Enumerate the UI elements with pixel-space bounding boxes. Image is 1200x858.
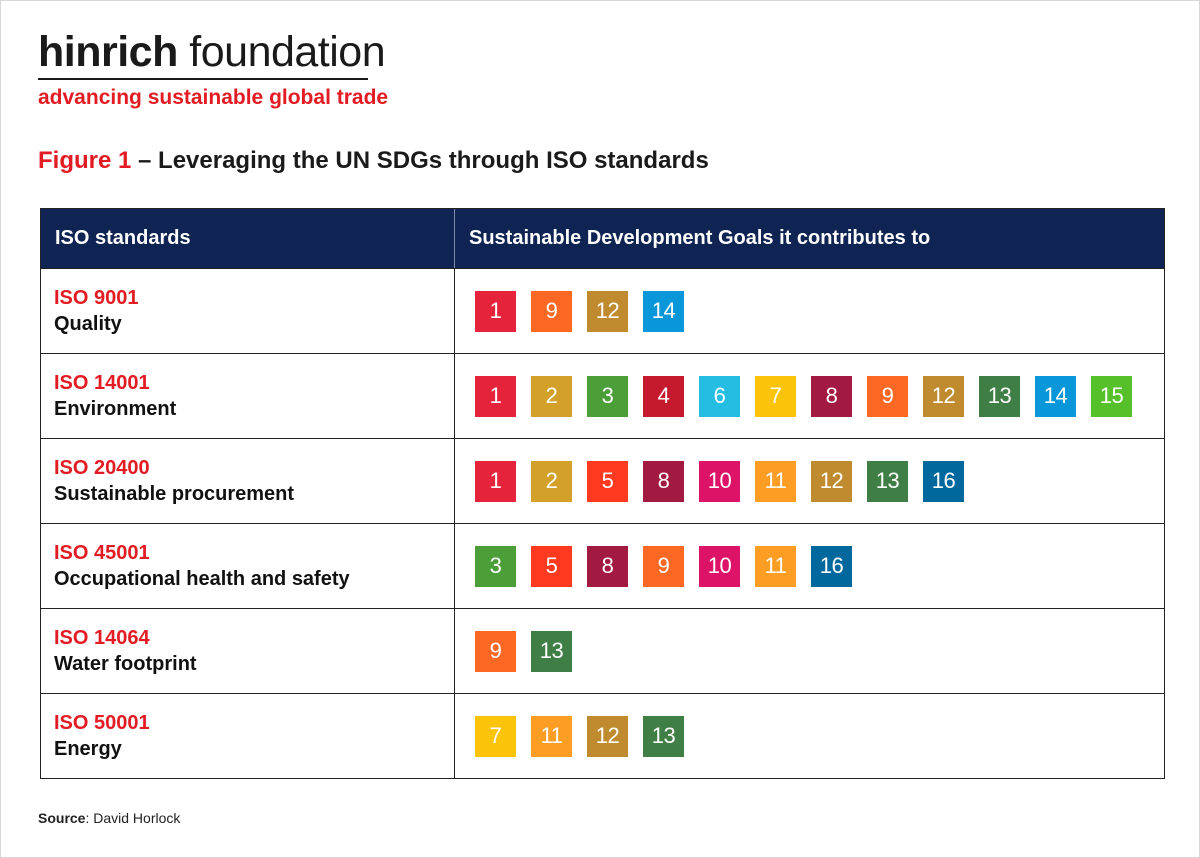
iso-standard-cell: ISO 20400 Sustainable procurement (41, 439, 455, 523)
sdg-badge-9: 9 (475, 630, 516, 672)
sdg-badge-6: 6 (699, 375, 740, 417)
iso-standard-cell: ISO 45001 Occupational health and safety (41, 524, 455, 608)
table-row: ISO 50001 Energy 7 11 12 13 (41, 693, 1164, 778)
iso-name: Quality (54, 313, 122, 335)
table-row: ISO 20400 Sustainable procurement 1 2 5 8 10 11… (41, 438, 1164, 523)
sdg-badge-1: 1 (475, 290, 516, 332)
sdg-badge-1: 1 (475, 375, 516, 417)
sdg-badge-13: 13 (979, 375, 1020, 417)
iso-standard-cell: ISO 50001 Energy (41, 694, 455, 778)
sdg-badge-5: 5 (531, 545, 572, 587)
sdg-cell: 1 2 3 4 6 7 8 9 12 13 14 15 (455, 354, 1164, 438)
sdg-badge-5: 5 (587, 460, 628, 502)
iso-code: ISO 20400 (54, 457, 150, 479)
sdg-badge-14: 14 (1035, 375, 1076, 417)
sdg-cell: 1 9 12 14 (455, 269, 1164, 353)
sdg-badge-8: 8 (587, 545, 628, 587)
hinrich-foundation-logo: hinrich foundation advancing sustainable… (38, 28, 388, 110)
sdg-badge-9: 9 (531, 290, 572, 332)
sdg-badge-13: 13 (867, 460, 908, 502)
sdg-badge-3: 3 (475, 545, 516, 587)
figure-number: Figure 1 (38, 147, 132, 174)
sdg-badge-12: 12 (587, 290, 628, 332)
sdg-badge-16: 16 (923, 460, 964, 502)
sdg-cell: 9 13 (455, 609, 1164, 693)
sdg-badge-3: 3 (587, 375, 628, 417)
sdg-badge-11: 11 (755, 460, 796, 502)
table-row: ISO 14064 Water footprint 9 13 (41, 608, 1164, 693)
sdg-badge-8: 8 (643, 460, 684, 502)
iso-name: Occupational health and safety (54, 568, 350, 590)
sdg-badge-15: 15 (1091, 375, 1132, 417)
iso-name: Energy (54, 738, 122, 760)
figure-title: Figure 1 – Leveraging the UN SDGs throug… (38, 147, 709, 175)
iso-code: ISO 9001 (54, 287, 139, 309)
sdg-badge-9: 9 (867, 375, 908, 417)
iso-name: Sustainable procurement (54, 483, 295, 505)
sdg-cell: 7 11 12 13 (455, 694, 1164, 778)
sdg-badge-12: 12 (923, 375, 964, 417)
sdg-badge-16: 16 (811, 545, 852, 587)
sdg-badge-11: 11 (531, 715, 572, 757)
source-label: Source (38, 810, 86, 826)
iso-standard-cell: ISO 9001 Quality (41, 269, 455, 353)
table-body: ISO 9001 Quality 1 9 12 14 ISO 14001 Environmen… (41, 268, 1164, 778)
source-note: Source: David Horlock (38, 810, 180, 826)
table-row: ISO 14001 Environment 1 2 3 4 6 7 8 9 12 13 14 15 (41, 353, 1164, 438)
sdg-cell: 1 2 5 8 10 11 12 13 16 (455, 439, 1164, 523)
sdg-badge-9: 9 (643, 545, 684, 587)
logo-brand-bold: hinrich (38, 28, 178, 76)
table-header: ISO standards Sustainable Development Go… (41, 209, 1164, 268)
iso-code: ISO 50001 (54, 712, 150, 734)
table-row: ISO 9001 Quality 1 9 12 14 (41, 268, 1164, 353)
sdg-badge-13: 13 (531, 630, 572, 672)
sdg-badge-12: 12 (587, 715, 628, 757)
logo-brand-light: foundation (177, 28, 386, 76)
iso-code: ISO 14001 (54, 372, 150, 394)
sdg-badge-4: 4 (643, 375, 684, 417)
header-sdgs: Sustainable Development Goals it contrib… (469, 227, 931, 249)
sdg-badge-7: 7 (755, 375, 796, 417)
source-text: : David Horlock (85, 810, 181, 826)
iso-sdg-table: ISO standards Sustainable Development Go… (40, 208, 1165, 779)
sdg-badge-2: 2 (531, 460, 572, 502)
sdg-badge-8: 8 (811, 375, 852, 417)
sdg-badge-1: 1 (475, 460, 516, 502)
sdg-badge-2: 2 (531, 375, 572, 417)
iso-standard-cell: ISO 14001 Environment (41, 354, 455, 438)
iso-code: ISO 14064 (54, 627, 150, 649)
sdg-badge-10: 10 (699, 460, 740, 502)
sdg-cell: 3 5 8 9 10 11 16 (455, 524, 1164, 608)
iso-code: ISO 45001 (54, 542, 150, 564)
sdg-badge-7: 7 (475, 715, 516, 757)
sdg-badge-11: 11 (755, 545, 796, 587)
table-row: ISO 45001 Occupational health and safety 3… (41, 523, 1164, 608)
iso-name: Water footprint (54, 653, 197, 675)
iso-standard-cell: ISO 14064 Water footprint (41, 609, 455, 693)
figure-title-text: – Leveraging the UN SDGs through ISO sta… (131, 147, 709, 174)
logo-tagline: advancing sustainable global trade (38, 86, 389, 109)
sdg-badge-13: 13 (643, 715, 684, 757)
sdg-badge-10: 10 (699, 545, 740, 587)
sdg-badge-12: 12 (811, 460, 852, 502)
logo-divider (38, 78, 368, 80)
logo-wordmark: hinrich foundation (38, 28, 388, 76)
sdg-badge-14: 14 (643, 290, 684, 332)
header-iso-standards: ISO standards (41, 209, 455, 268)
iso-name: Environment (54, 398, 177, 420)
